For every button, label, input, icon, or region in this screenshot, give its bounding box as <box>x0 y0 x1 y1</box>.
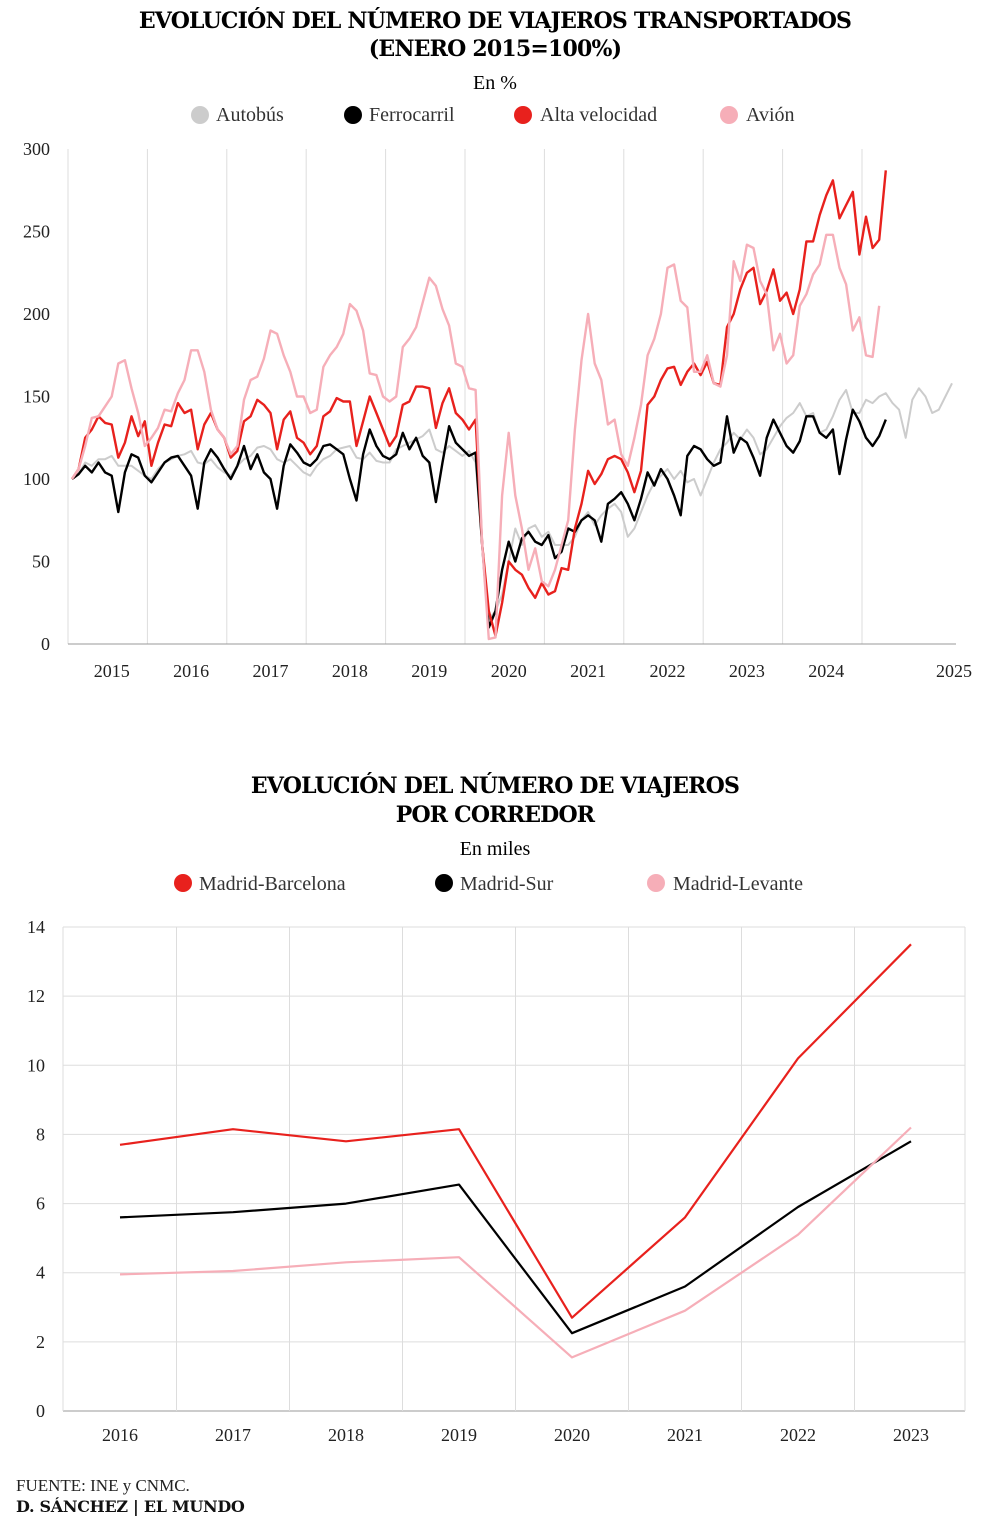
legend-swatch-madrid-sur <box>435 874 453 892</box>
chart2-xtick-2019: 2019 <box>441 1425 477 1445</box>
chart1-series-avion <box>71 233 881 641</box>
chart2-xtick-2018: 2018 <box>328 1425 364 1445</box>
chart2-xtick-2023: 2023 <box>893 1425 929 1445</box>
chart2-title-line1: EVOLUCIÓN DEL NÚMERO DE VIAJEROS <box>251 772 739 799</box>
legend-label-alta-velocidad: Alta velocidad <box>540 104 657 126</box>
chart1-legend: Autobús Ferrocarril Alta velocidad Avión <box>191 104 795 126</box>
chart1-xtick-2016: 2016 <box>173 661 209 681</box>
chart1-xtick-2021: 2021 <box>570 661 606 681</box>
source-note: FUENTE: INE y CNMC. <box>16 1476 190 1495</box>
chart1-title-line2: (ENERO 2015=100%) <box>369 36 621 62</box>
legend-label-madrid-barcelona: Madrid-Barcelona <box>199 873 346 895</box>
legend-label-madrid-sur: Madrid-Sur <box>460 873 554 895</box>
chart2-ytick-14: 14 <box>27 917 45 937</box>
chart2-series-madrid-levante <box>119 1126 912 1359</box>
chart1-xtick-2019: 2019 <box>411 661 447 681</box>
legend-swatch-madrid-levante <box>647 874 665 892</box>
chart1-xtick-2023: 2023 <box>729 661 765 681</box>
chart2-legend: Madrid-Barcelona Madrid-Sur Madrid-Levan… <box>174 873 803 895</box>
chart2-xtick-2021: 2021 <box>667 1425 703 1445</box>
chart2-ytick-2: 2 <box>36 1332 45 1352</box>
chart1-subtitle: En % <box>473 72 517 94</box>
legend-swatch-alta-velocidad <box>514 106 532 124</box>
chart1-ytick-50: 50 <box>32 552 50 572</box>
chart2-ytick-10: 10 <box>27 1055 45 1075</box>
legend-swatch-autobus <box>191 106 209 124</box>
chart2-ytick-6: 6 <box>36 1194 45 1214</box>
chart2-title-line2: POR CORREDOR <box>396 802 596 828</box>
chart1-ytick-0: 0 <box>41 634 50 654</box>
chart2-series-madrid-sur <box>119 1140 912 1335</box>
chart1-ytick-300: 300 <box>23 139 50 159</box>
chart1-series <box>71 170 953 641</box>
legend-swatch-avion <box>720 106 738 124</box>
chart1-y-axis: 0 50 100 150 200 250 300 <box>23 139 50 654</box>
chart1-xtick-2025: 2025 <box>936 661 972 681</box>
chart1-xtick-2018: 2018 <box>332 661 368 681</box>
chart2-xtick-2020: 2020 <box>554 1425 590 1445</box>
legend-label-avion: Avión <box>746 104 795 126</box>
chart1-gridlines <box>67 149 956 645</box>
chart1-series-alta-velocidad <box>71 170 887 637</box>
chart2-xtick-2022: 2022 <box>780 1425 816 1445</box>
legend-swatch-madrid-barcelona <box>174 874 192 892</box>
chart2-ytick-12: 12 <box>27 986 45 1006</box>
chart1-series-autobus <box>71 382 953 621</box>
chart2-y-axis: 0 2 4 6 8 10 12 14 <box>27 917 45 1421</box>
chart1-xtick-2022: 2022 <box>649 661 685 681</box>
chart2-xtick-2016: 2016 <box>102 1425 138 1445</box>
chart1-title-line1: EVOLUCIÓN DEL NÚMERO DE VIAJEROS TRANSPO… <box>139 7 851 34</box>
author-credit: D. SÁNCHEZ | EL MUNDO <box>16 1497 245 1516</box>
legend-label-ferrocarril: Ferrocarril <box>369 104 455 126</box>
legend-label-madrid-levante: Madrid-Levante <box>673 873 803 895</box>
legend-label-autobus: Autobús <box>216 104 284 126</box>
chart2-header: EVOLUCIÓN DEL NÚMERO DE VIAJEROS POR COR… <box>251 772 740 860</box>
chart1-xtick-2020: 2020 <box>491 661 527 681</box>
chart1-xtick-2024: 2024 <box>808 661 844 681</box>
chart1-ytick-100: 100 <box>23 469 50 489</box>
chart1-x-axis: 2015 2016 2017 2018 2019 2020 2021 2022 2023 2024… <box>94 661 972 681</box>
chart2-gridlines <box>62 926 966 1412</box>
chart2-subtitle: En miles <box>460 838 531 860</box>
chart2-ytick-8: 8 <box>36 1124 45 1144</box>
chart1-ytick-200: 200 <box>23 304 50 324</box>
chart1-xtick-2017: 2017 <box>252 661 288 681</box>
chart2-xtick-2017: 2017 <box>215 1425 251 1445</box>
chart2-x-axis: 2016 2017 2018 2019 2020 2021 2022 2023 <box>102 1425 929 1445</box>
chart2-series <box>119 943 912 1359</box>
chart1-ytick-250: 250 <box>23 222 50 242</box>
chart2-ytick-0: 0 <box>36 1401 45 1421</box>
chart1-header: EVOLUCIÓN DEL NÚMERO DE VIAJEROS TRANSPO… <box>139 7 852 94</box>
chart1-ytick-150: 150 <box>23 387 50 407</box>
legend-swatch-ferrocarril <box>344 106 362 124</box>
chart1-xtick-2015: 2015 <box>94 661 130 681</box>
chart2-ytick-4: 4 <box>36 1263 45 1283</box>
chart2-series-madrid-barcelona <box>119 943 912 1319</box>
